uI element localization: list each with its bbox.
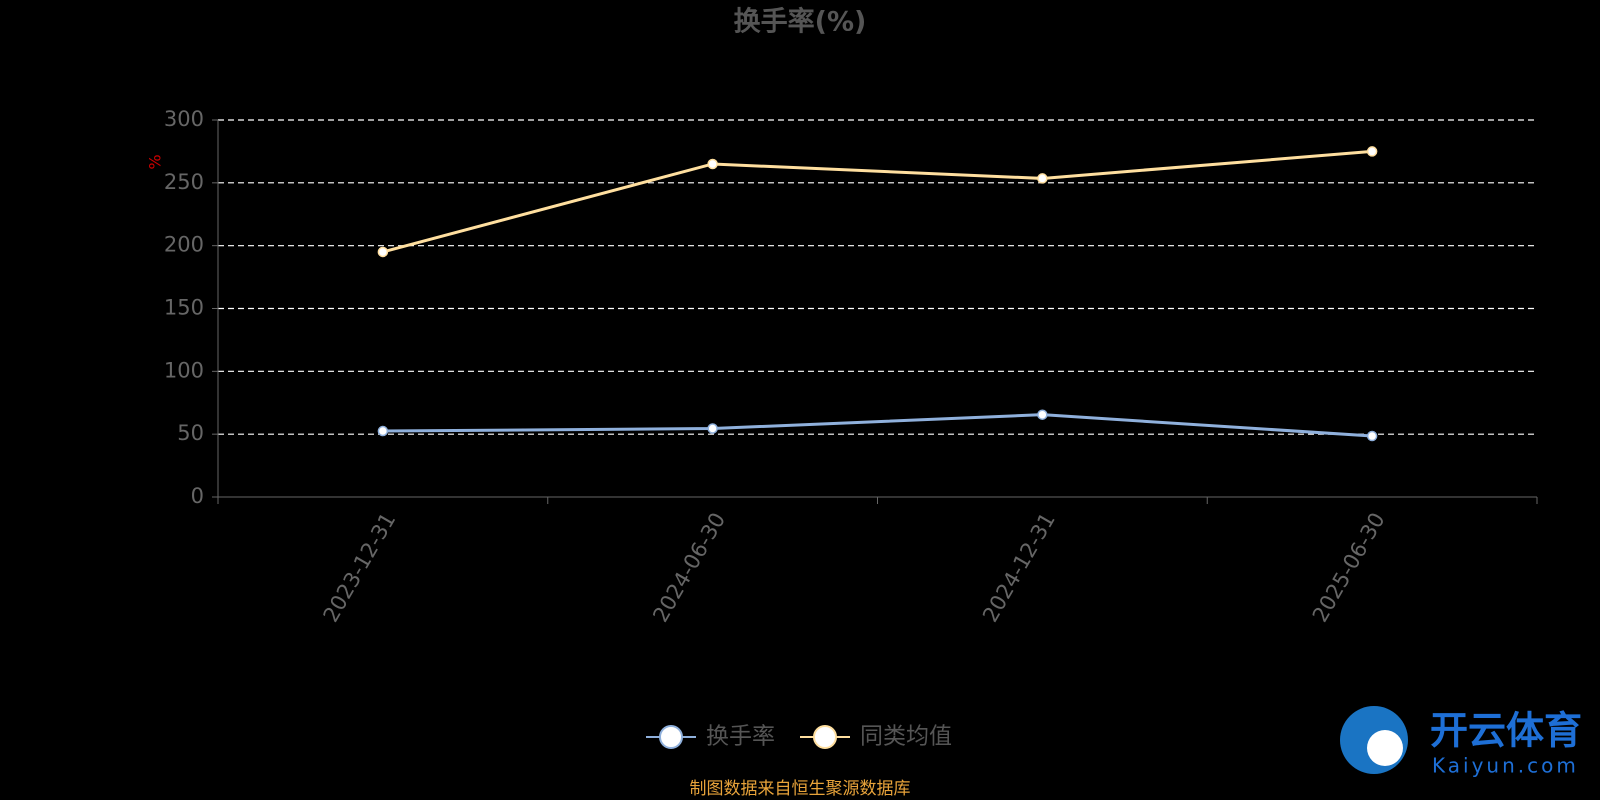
x-tick-label: 2024-06-30 [648,509,730,627]
data-point [1366,146,1378,157]
y-axis-label: % [146,154,165,169]
watermark-brand: 开云体育 [1430,709,1582,753]
data-point [1037,173,1048,184]
series-line [382,149,1373,254]
data-point [1366,430,1378,442]
legend-label: 换手率 [706,724,775,750]
data-point [377,246,389,258]
y-tick-label: 0 [191,484,204,508]
data-point [1037,409,1048,420]
data-point [707,423,718,434]
y-tick-label: 200 [164,233,204,257]
series-line [382,413,1373,438]
data-point [707,158,718,170]
chart-title: 换手率(%) [734,6,867,38]
legend-marker [813,725,837,749]
watermark-site: Kaiyun.com [1432,754,1579,778]
data-point [377,425,389,437]
logo-ball-inner [1367,730,1403,766]
y-tick-label: 150 [164,296,204,320]
x-tick-label: 2025-06-30 [1308,509,1390,627]
y-tick-label: 300 [164,107,204,131]
watermark: 开云体育 Kaiyun.com [1340,706,1582,778]
y-tick-label: 250 [164,170,204,194]
x-tick-label: 2024-12-31 [978,509,1060,627]
legend-marker [659,725,683,749]
y-tick-label: 50 [177,421,204,445]
x-tick-label: 2023-12-31 [319,509,401,627]
source-note: 制图数据来自恒生聚源数据库 [690,779,911,799]
y-tick-label: 100 [164,358,204,382]
legend-label: 同类均值 [860,724,952,750]
